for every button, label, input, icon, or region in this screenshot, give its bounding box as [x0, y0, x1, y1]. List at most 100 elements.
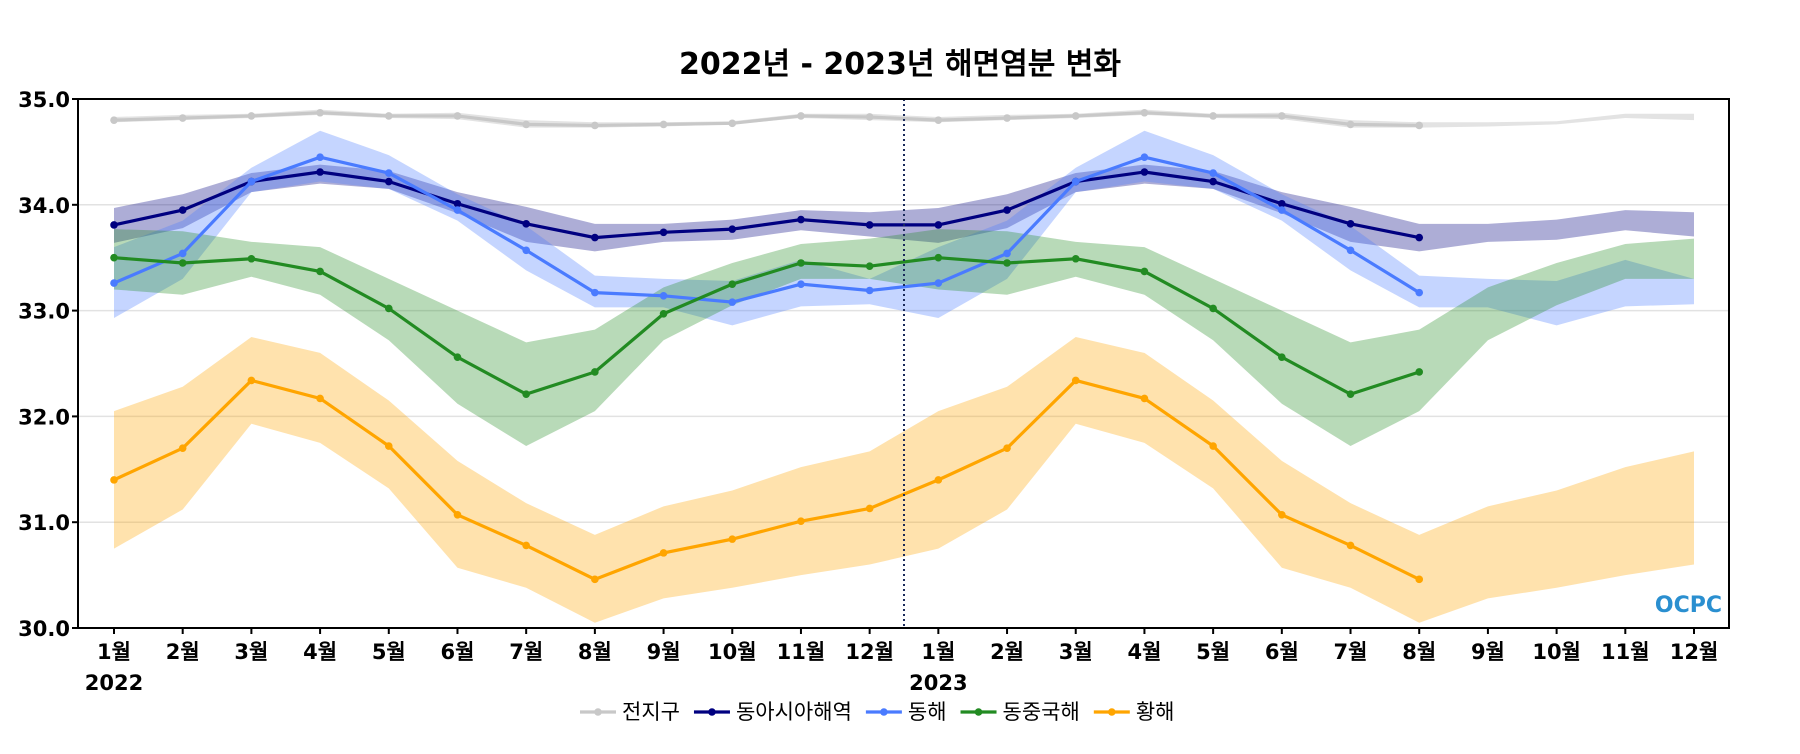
data-point [1071, 254, 1080, 263]
series-line [113, 256, 1420, 396]
legend-marker [880, 708, 888, 716]
data-point [1140, 394, 1149, 403]
data-point [384, 177, 393, 186]
data-point [384, 442, 393, 450]
data-point [522, 120, 530, 129]
data-point [178, 206, 187, 214]
series-lines [110, 108, 1424, 584]
legend-label: 전지구 [622, 700, 680, 724]
data-point [1003, 206, 1011, 214]
data-point [797, 112, 805, 120]
series-0 [110, 108, 1424, 130]
x-tick-label: 10월 [708, 640, 757, 664]
data-point [110, 116, 118, 124]
series-4 [110, 376, 1424, 584]
data-point [1415, 368, 1424, 376]
data-point [178, 114, 187, 122]
data-point [110, 253, 118, 262]
x-tick-label: 1월 [97, 640, 131, 664]
data-point [1140, 153, 1149, 161]
data-point [591, 368, 599, 376]
data-point [728, 298, 737, 306]
x-tick-label: 10월 [1532, 640, 1581, 664]
data-point [453, 353, 462, 361]
data-point [1003, 444, 1011, 452]
band-3 [114, 229, 1694, 447]
y-tick-label: 34.0 [18, 194, 70, 218]
data-point [453, 510, 462, 519]
data-point [659, 228, 668, 237]
data-point [247, 376, 256, 385]
data-point [865, 262, 874, 270]
data-point [1209, 177, 1217, 186]
data-point [1278, 112, 1286, 120]
data-point [384, 304, 393, 313]
data-point [1278, 510, 1286, 519]
series-3 [110, 253, 1424, 398]
data-point [316, 394, 324, 403]
data-point [865, 504, 874, 513]
data-point [453, 206, 462, 214]
x-tick-label: 12월 [845, 640, 894, 664]
legend-label: 동아시아해역 [736, 700, 852, 724]
data-point [1346, 390, 1355, 398]
data-point [384, 112, 393, 120]
data-point [522, 220, 530, 228]
x-tick-label: 3월 [1059, 640, 1093, 664]
data-point [728, 535, 737, 543]
x-tick-label: 1월 [921, 640, 955, 664]
data-point [1209, 442, 1217, 450]
y-tick-label: 33.0 [18, 300, 70, 324]
x-tick-label: 9월 [647, 640, 681, 664]
data-point [1071, 112, 1080, 120]
data-point [865, 221, 874, 229]
data-point [178, 259, 187, 267]
legend-marker [1108, 708, 1116, 716]
data-point [659, 549, 668, 557]
x-tick-label: 4월 [303, 640, 337, 664]
year-label: 2022 [85, 671, 143, 695]
data-point [591, 121, 599, 130]
data-point [1346, 120, 1355, 129]
legend-label: 황해 [1136, 700, 1175, 724]
x-tick-label: 7월 [1334, 640, 1368, 664]
data-point [453, 199, 462, 208]
x-tick-label: 2월 [990, 640, 1024, 664]
data-point [728, 119, 737, 128]
data-point [591, 233, 599, 242]
data-point [934, 279, 943, 287]
data-point [865, 113, 874, 121]
data-point [316, 267, 324, 276]
chart-title: 2022년 - 2023년 해면염분 변화 [679, 47, 1121, 82]
data-point [797, 215, 805, 224]
x-tick-label: 7월 [509, 640, 543, 664]
data-point [522, 390, 530, 398]
series-line [113, 155, 1421, 304]
data-point [1415, 575, 1424, 584]
data-point [934, 116, 943, 124]
x-tick-label: 9월 [1471, 640, 1505, 664]
data-point [1003, 259, 1011, 267]
data-point [865, 286, 874, 295]
data-point [659, 120, 668, 129]
data-point [1278, 199, 1286, 208]
data-point [1071, 376, 1080, 385]
series-line [113, 111, 1420, 128]
data-point [453, 112, 462, 120]
data-point [1346, 246, 1355, 255]
data-point [522, 246, 530, 255]
legend-item: 전지구 [580, 700, 680, 724]
data-point [1003, 114, 1011, 122]
data-point [934, 253, 943, 262]
data-point [934, 221, 943, 229]
year-label: 2023 [909, 671, 967, 695]
x-tick-label: 6월 [441, 640, 475, 664]
data-point [110, 279, 118, 287]
data-point [1209, 304, 1217, 313]
data-point [1415, 121, 1424, 130]
legend-label: 동해 [908, 700, 947, 724]
x-tick-label: 5월 [1196, 640, 1230, 664]
data-point [934, 476, 943, 484]
x-tick-label: 3월 [234, 640, 268, 664]
